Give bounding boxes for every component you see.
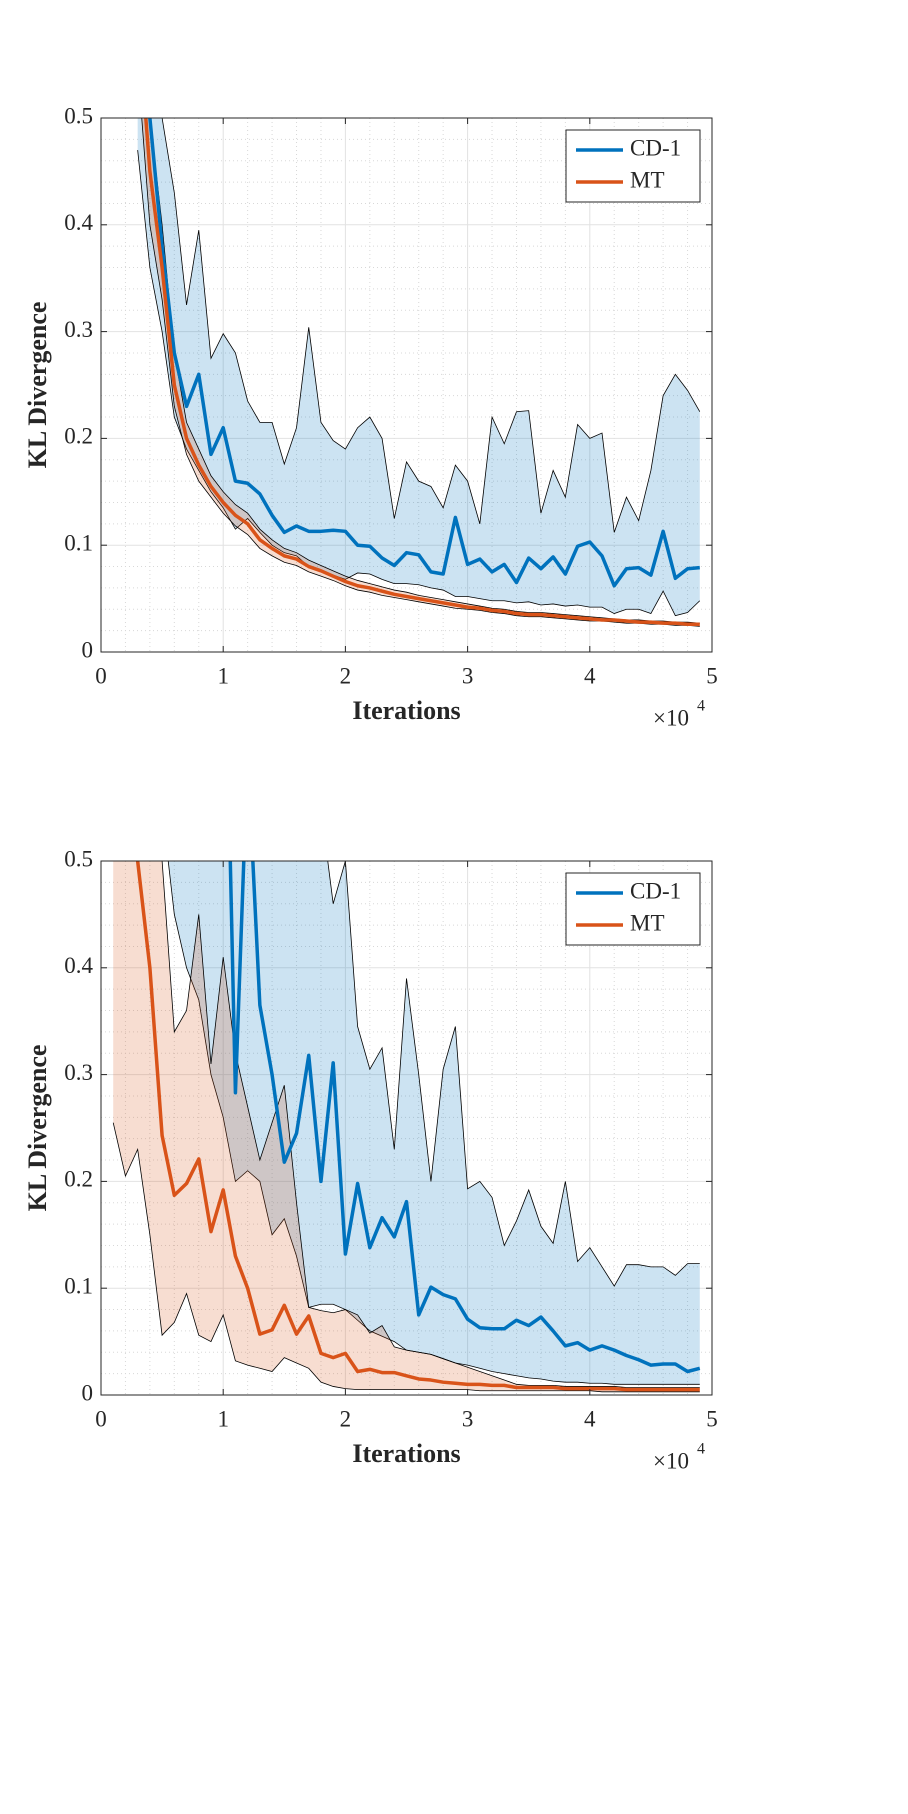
x-tick-label: 3	[462, 663, 474, 688]
plot-area	[101, 861, 712, 1395]
band	[113, 861, 700, 1392]
x-tick-label: 2	[340, 663, 352, 688]
y-tick-label: 0	[82, 637, 94, 662]
legend-box	[565, 872, 701, 946]
y-tick-label: 0.1	[64, 1273, 93, 1298]
y-tick-label: 0.3	[64, 1060, 93, 1085]
y-tick-label: 0	[82, 1380, 94, 1405]
line	[148, 118, 700, 588]
plot-content	[112, 861, 701, 1393]
x-axis-label: Iterations	[352, 1439, 460, 1468]
band	[168, 861, 700, 1385]
legend-label: MT	[630, 910, 665, 935]
band	[137, 118, 700, 616]
y-tick-label: 0.2	[64, 1167, 93, 1192]
x-multiplier: ×10	[653, 1448, 689, 1473]
y-axis-label: KL Divergence	[23, 302, 52, 469]
x-multiplier: ×10	[653, 705, 689, 730]
line	[135, 861, 700, 1392]
y-tick-label: 0.5	[64, 103, 93, 128]
axes-box	[100, 117, 713, 653]
band-upper	[161, 861, 700, 1388]
y-axis-label: KL Divergence	[23, 1045, 52, 1212]
band-upper	[149, 118, 700, 624]
plot-content	[137, 118, 701, 627]
x-tick-label: 1	[217, 1406, 229, 1431]
line	[144, 118, 700, 626]
y-tick-label: 0.1	[64, 530, 93, 555]
y-tick-label: 0.4	[64, 953, 93, 978]
legend-label: MT	[630, 167, 665, 192]
x-multiplier-exponent: 4	[697, 1441, 705, 1458]
legend-label: CD-1	[630, 878, 681, 903]
x-axis-label: Iterations	[352, 696, 460, 725]
x-tick-label: 0	[95, 663, 107, 688]
band-upper	[161, 118, 701, 533]
legend-box	[565, 129, 701, 203]
plot-area	[101, 118, 712, 652]
y-tick-label: 0.2	[64, 424, 93, 449]
x-tick-label: 5	[706, 1406, 718, 1431]
x-tick-label: 3	[462, 1406, 474, 1431]
x-tick-label: 1	[217, 663, 229, 688]
x-multiplier-exponent: 4	[697, 698, 705, 715]
y-tick-label: 0.5	[64, 846, 93, 871]
x-tick-label: 5	[706, 663, 718, 688]
legend-label: CD-1	[630, 135, 681, 160]
x-tick-label: 4	[584, 1406, 596, 1431]
y-tick-label: 0.3	[64, 317, 93, 342]
axes-box	[100, 860, 713, 1396]
x-tick-label: 2	[340, 1406, 352, 1431]
band-lower	[112, 1122, 700, 1393]
x-tick-label: 4	[584, 663, 596, 688]
y-tick-label: 0.4	[64, 210, 93, 235]
band-upper	[327, 861, 700, 1287]
line	[228, 861, 701, 1374]
x-tick-label: 0	[95, 1406, 107, 1431]
